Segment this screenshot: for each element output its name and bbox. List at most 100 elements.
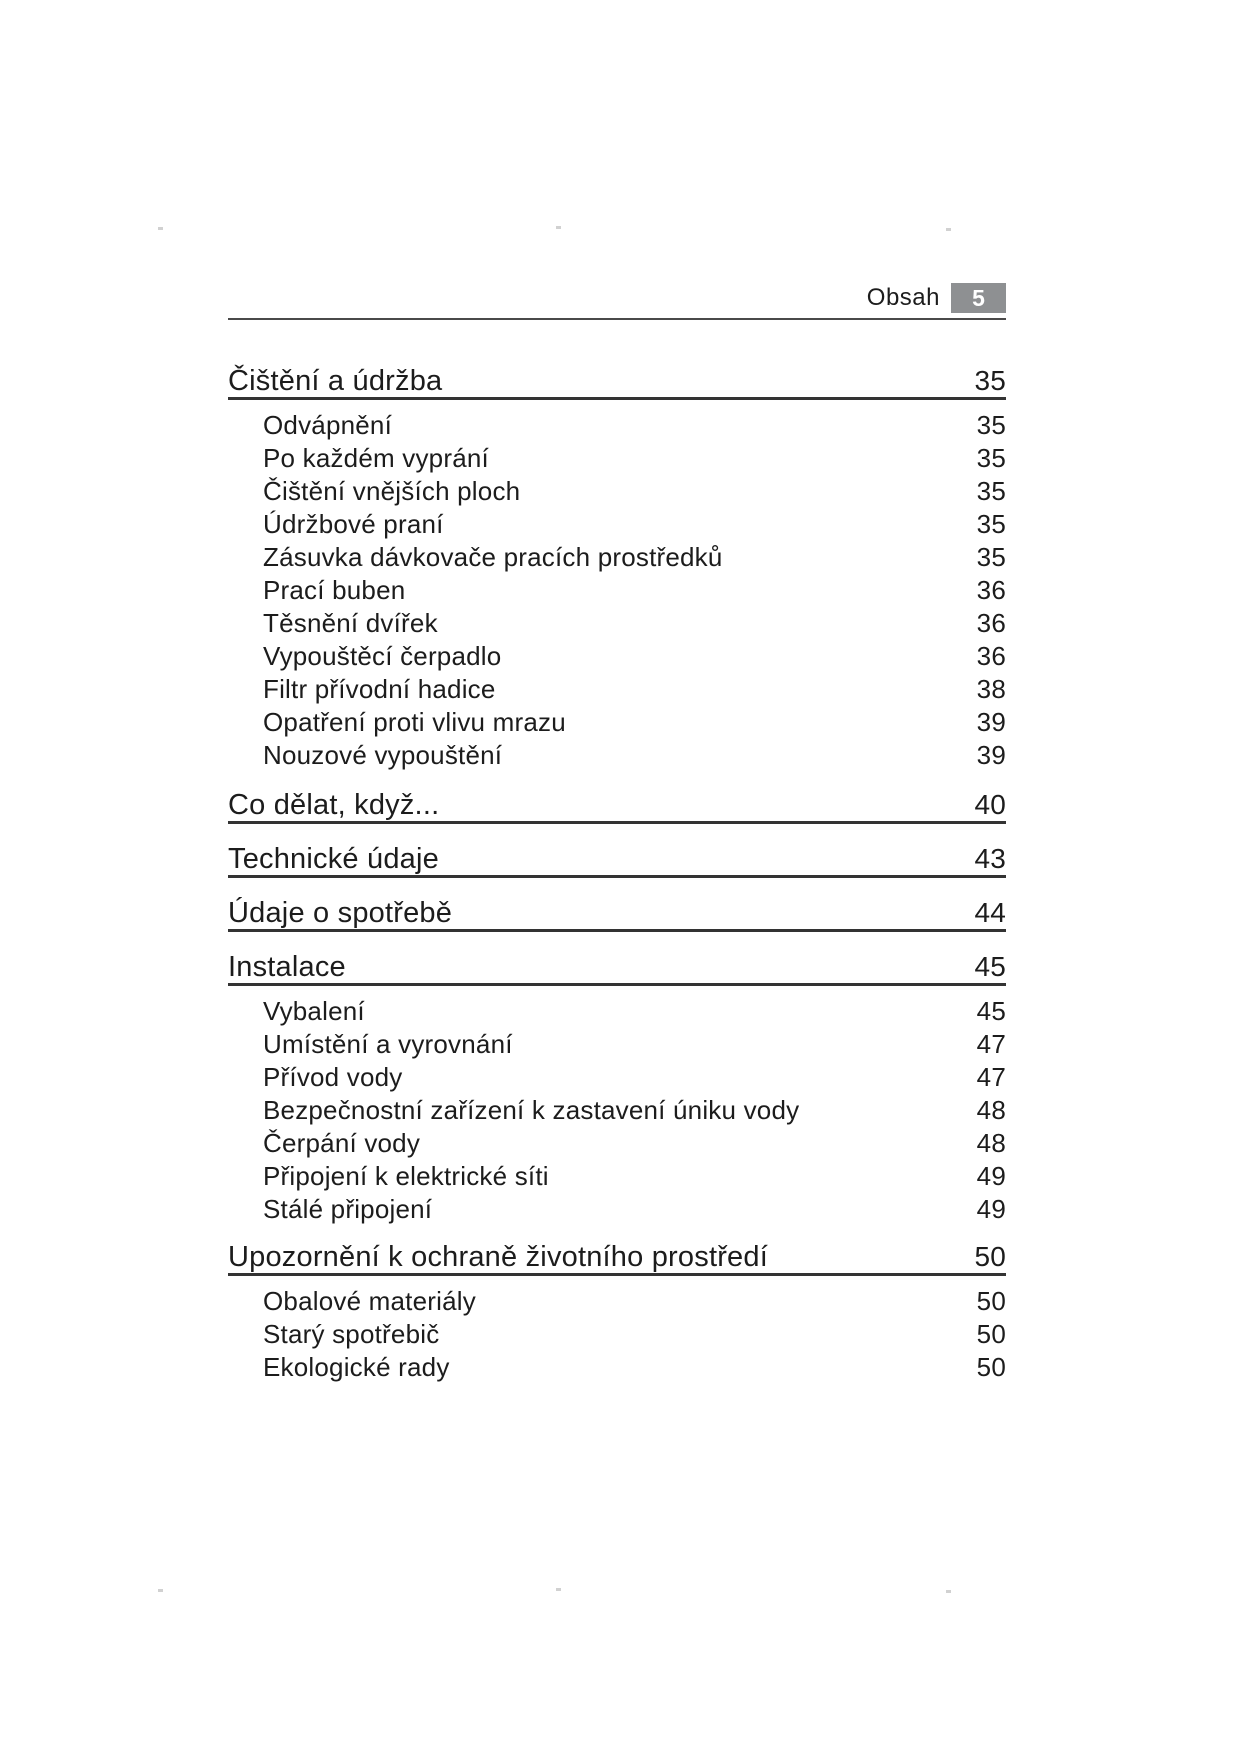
toc-item: Těsnění dvířek 36 (228, 607, 1006, 640)
section-title-row: Technické údaje 43 (228, 843, 1006, 878)
toc-section: Čištění a údržba 35 Odvápnění 35 Po každém v… (228, 365, 1006, 772)
item-page-number: 49 (976, 1161, 1006, 1191)
item-label: Starý spotřebič (263, 1319, 440, 1349)
item-page-number: 35 (976, 509, 1006, 539)
item-label: Vybalení (263, 996, 365, 1026)
toc-item: Odvápnění 35 (228, 409, 1006, 442)
item-label: Údržbové praní (263, 509, 444, 539)
item-label: Po každém vyprání (263, 443, 489, 473)
section-title-row: Instalace 45 (228, 951, 1006, 986)
item-page-number: 38 (976, 674, 1006, 704)
toc-item: Vypouštěcí čerpadlo 36 (228, 640, 1006, 673)
section-items: Odvápnění 35 Po každém vyprání 35 Čištění vn… (228, 409, 1006, 772)
header-rule (228, 318, 1006, 320)
section-title: Čištění a údržba (228, 365, 443, 397)
toc-item: Po každém vyprání 35 (228, 442, 1006, 475)
item-page-number: 47 (976, 1029, 1006, 1059)
item-page-number: 35 (976, 410, 1006, 440)
item-label: Filtr přívodní hadice (263, 674, 496, 704)
item-label: Opatření proti vlivu mrazu (263, 707, 566, 737)
item-page-number: 35 (976, 476, 1006, 506)
section-title: Technické údaje (228, 843, 439, 875)
toc-item: Ekologické rady 50 (228, 1351, 1006, 1384)
item-page-number: 50 (976, 1286, 1006, 1316)
toc-section: Údaje o spotřebě 44 (228, 897, 1006, 932)
item-page-number: 36 (976, 641, 1006, 671)
print-mark (556, 1588, 561, 1591)
section-page-number: 35 (974, 365, 1006, 396)
toc-section: Technické údaje 43 (228, 843, 1006, 878)
print-mark (158, 227, 163, 230)
toc-item: Bezpečnostní zařízení k zastavení úniku … (228, 1094, 1006, 1127)
section-page-number: 50 (974, 1241, 1006, 1272)
toc-item: Stálé připojení 49 (228, 1193, 1006, 1226)
item-page-number: 35 (976, 542, 1006, 572)
section-title: Upozornění k ochraně životního prostředí (228, 1241, 768, 1273)
section-title: Co dělat, když... (228, 789, 440, 821)
toc-item: Údržbové praní 35 (228, 508, 1006, 541)
section-title-row: Čištění a údržba 35 (228, 365, 1006, 400)
section-title-row: Údaje o spotřebě 44 (228, 897, 1006, 932)
section-items: Obalové materiály 50 Starý spotřebič 50 Ekol… (228, 1285, 1006, 1384)
item-label: Čištění vnějších ploch (263, 476, 521, 506)
item-label: Bezpečnostní zařízení k zastavení úniku … (263, 1095, 800, 1125)
toc-item: Nouzové vypouštění 39 (228, 739, 1006, 772)
toc-section: Instalace 45 Vybalení 45 Umístění a vyrovnán… (228, 951, 1006, 1226)
item-label: Ekologické rady (263, 1352, 450, 1382)
section-title: Údaje o spotřebě (228, 897, 453, 929)
toc-item: Čerpání vody 48 (228, 1127, 1006, 1160)
item-page-number: 36 (976, 608, 1006, 638)
item-label: Připojení k elektrické síti (263, 1161, 549, 1191)
toc-item: Starý spotřebič 50 (228, 1318, 1006, 1351)
toc-section: Upozornění k ochraně životního prostředí… (228, 1241, 1006, 1384)
item-label: Těsnění dvířek (263, 608, 438, 638)
page-number-badge: 5 (951, 283, 1006, 313)
item-page-number: 50 (976, 1319, 1006, 1349)
toc-item: Prací buben 36 (228, 574, 1006, 607)
page-header: Obsah 5 (228, 283, 1006, 313)
section-page-number: 43 (974, 843, 1006, 874)
header-title: Obsah (866, 284, 940, 311)
print-mark (556, 226, 561, 229)
item-page-number: 48 (976, 1095, 1006, 1125)
toc-item: Připojení k elektrické síti 49 (228, 1160, 1006, 1193)
section-items: Vybalení 45 Umístění a vyrovnání 47 Přívod v… (228, 995, 1006, 1226)
item-page-number: 49 (976, 1194, 1006, 1224)
item-label: Přívod vody (263, 1062, 403, 1092)
item-label: Vypouštěcí čerpadlo (263, 641, 502, 671)
toc-item: Vybalení 45 (228, 995, 1006, 1028)
item-label: Stálé připojení (263, 1194, 433, 1224)
print-mark (158, 1589, 163, 1592)
item-label: Zásuvka dávkovače pracích prostředků (263, 542, 723, 572)
item-label: Obalové materiály (263, 1286, 476, 1316)
item-label: Čerpání vody (263, 1128, 421, 1158)
item-page-number: 36 (976, 575, 1006, 605)
section-page-number: 45 (974, 951, 1006, 982)
toc-item: Zásuvka dávkovače pracích prostředků 35 (228, 541, 1006, 574)
toc-item: Čištění vnějších ploch 35 (228, 475, 1006, 508)
item-page-number: 48 (976, 1128, 1006, 1158)
item-page-number: 45 (976, 996, 1006, 1026)
toc: Čištění a údržba 35 Odvápnění 35 Po každém v… (228, 365, 1006, 1384)
item-page-number: 47 (976, 1062, 1006, 1092)
item-page-number: 39 (976, 707, 1006, 737)
item-label: Umístění a vyrovnání (263, 1029, 513, 1059)
item-page-number: 39 (976, 740, 1006, 770)
toc-item: Opatření proti vlivu mrazu 39 (228, 706, 1006, 739)
toc-item: Umístění a vyrovnání 47 (228, 1028, 1006, 1061)
section-title-row: Co dělat, když... 40 (228, 789, 1006, 824)
print-mark (946, 228, 951, 231)
toc-item: Filtr přívodní hadice 38 (228, 673, 1006, 706)
section-page-number: 44 (974, 897, 1006, 928)
toc-item: Obalové materiály 50 (228, 1285, 1006, 1318)
item-label: Prací buben (263, 575, 406, 605)
toc-section: Co dělat, když... 40 (228, 789, 1006, 824)
item-page-number: 35 (976, 443, 1006, 473)
item-label: Odvápnění (263, 410, 393, 440)
item-page-number: 50 (976, 1352, 1006, 1382)
section-title-row: Upozornění k ochraně životního prostředí… (228, 1241, 1006, 1276)
print-mark (946, 1590, 951, 1593)
section-title: Instalace (228, 951, 346, 983)
item-label: Nouzové vypouštění (263, 740, 503, 770)
